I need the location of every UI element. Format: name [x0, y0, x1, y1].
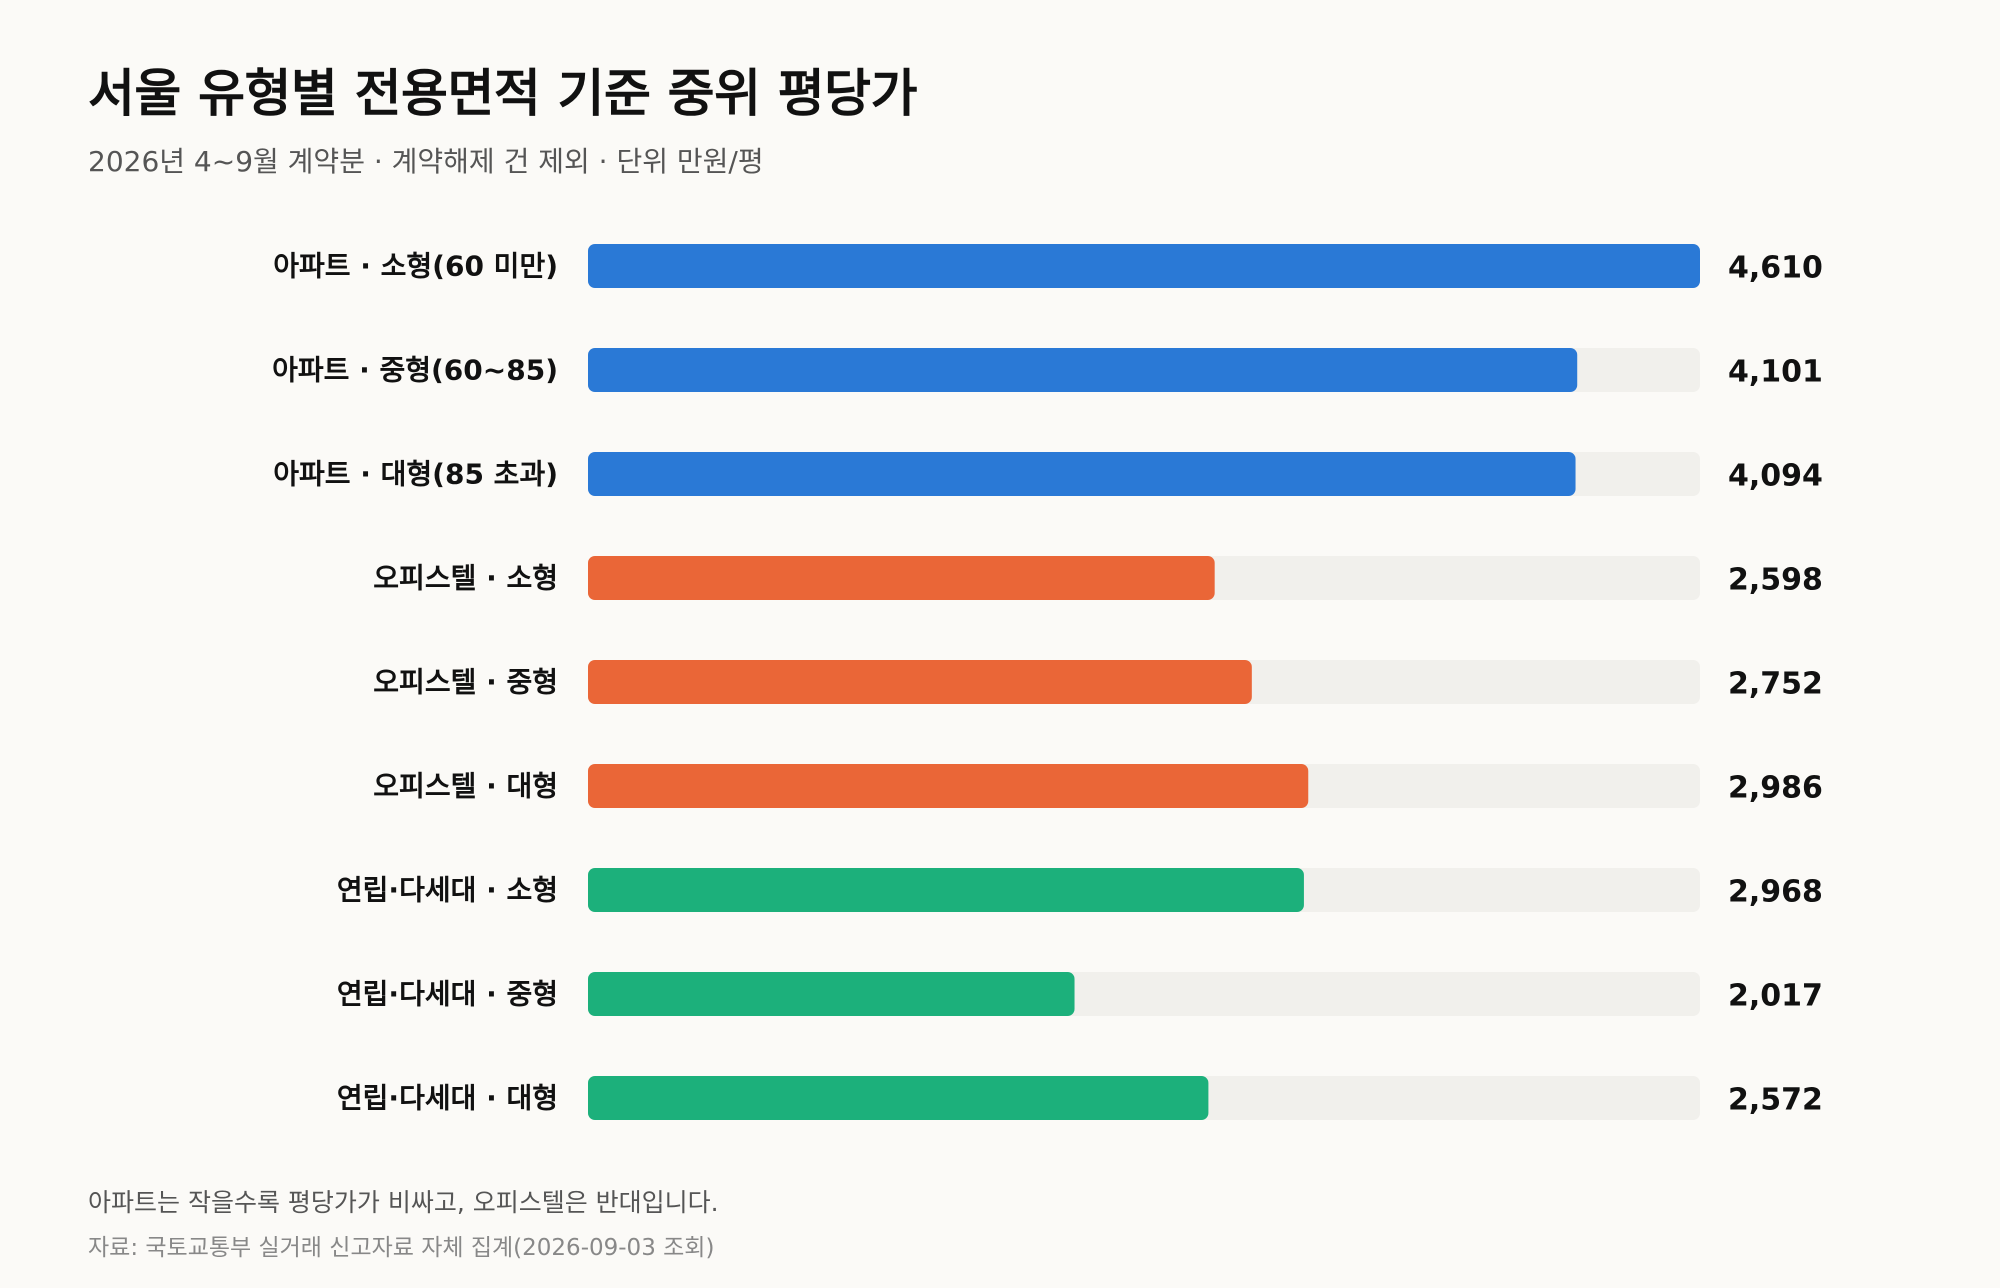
- chart-title: 서울 유형별 전용면적 기준 중위 평당가: [88, 65, 918, 124]
- chart-subtitle: 2026년 4~9월 계약분 · 계약해제 건 제외 · 단위 만원/평: [88, 145, 764, 178]
- bar-chart: 아파트 · 소형(60 미만) 4,610 아파트 · 중형(60~85) 4,101…: [272, 244, 1823, 1120]
- category-label: 연립·다세대 · 대형: [337, 1082, 558, 1115]
- bar-row: 오피스텔 · 소형 2,598: [373, 556, 1823, 600]
- bar-row: 연립·다세대 · 소형 2,968: [337, 868, 1823, 912]
- category-label: 연립·다세대 · 중형: [337, 978, 558, 1011]
- bar: [588, 244, 1700, 288]
- bar: [588, 868, 1304, 912]
- value-label: 2,752: [1728, 667, 1823, 702]
- category-label: 오피스텔 · 중형: [373, 666, 558, 699]
- value-label: 2,968: [1728, 875, 1823, 910]
- bar: [588, 1076, 1209, 1120]
- category-label: 오피스텔 · 대형: [373, 770, 558, 803]
- chart-note: 아파트는 작을수록 평당가가 비싸고, 오피스텔은 반대입니다.: [88, 1188, 719, 1217]
- value-label: 4,101: [1728, 355, 1823, 390]
- bar-row: 오피스텔 · 대형 2,986: [373, 764, 1823, 808]
- category-label: 오피스텔 · 소형: [373, 562, 558, 595]
- bar: [588, 348, 1578, 392]
- category-label: 아파트 · 소형(60 미만): [273, 250, 558, 283]
- value-label: 4,094: [1728, 459, 1823, 494]
- bar-row: 아파트 · 중형(60~85) 4,101: [272, 348, 1823, 392]
- value-label: 2,017: [1728, 979, 1823, 1014]
- category-label: 연립·다세대 · 소형: [337, 874, 558, 907]
- category-label: 아파트 · 대형(85 초과): [273, 458, 558, 491]
- chart-source: 자료: 국토교통부 실거래 신고자료 자체 집계(2026-09-03 조회): [88, 1235, 715, 1261]
- value-label: 4,610: [1728, 251, 1823, 286]
- bar: [588, 660, 1252, 704]
- bar: [588, 764, 1309, 808]
- bar: [588, 556, 1215, 600]
- bar-row: 연립·다세대 · 대형 2,572: [337, 1076, 1823, 1120]
- value-label: 2,598: [1728, 563, 1823, 598]
- bar-row: 연립·다세대 · 중형 2,017: [337, 972, 1823, 1016]
- bar: [588, 452, 1576, 496]
- category-label: 아파트 · 중형(60~85): [272, 354, 558, 387]
- bar: [588, 972, 1075, 1016]
- bar-row: 아파트 · 소형(60 미만) 4,610: [273, 244, 1823, 288]
- value-label: 2,572: [1728, 1083, 1823, 1118]
- bar-row: 아파트 · 대형(85 초과) 4,094: [273, 452, 1823, 496]
- bar-row: 오피스텔 · 중형 2,752: [373, 660, 1823, 704]
- value-label: 2,986: [1728, 771, 1823, 806]
